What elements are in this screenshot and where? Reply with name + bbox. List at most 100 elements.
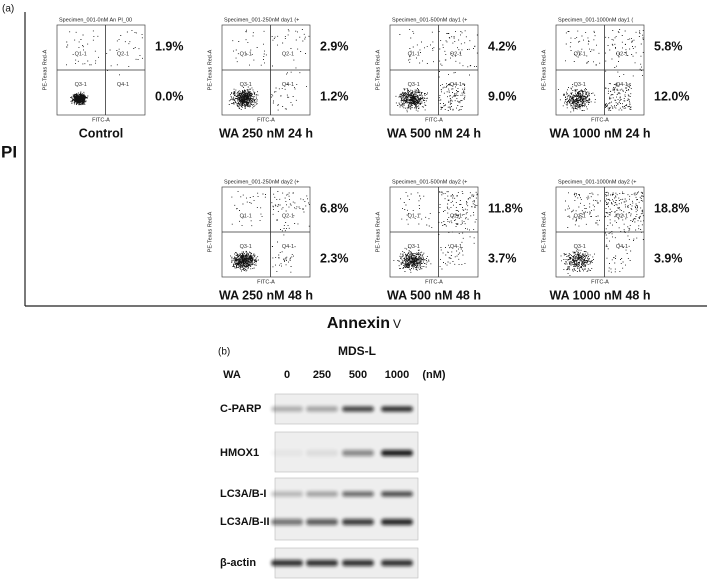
quadrant-label: Q1-1 — [240, 213, 252, 219]
figure-content: Q1-1 Q2-1 Q3-1 Q4-1 Specimen_001-0nM An PI_0… — [42, 17, 689, 579]
caption: WA 500 nM 24 h — [387, 126, 481, 140]
quadrant-label: Q2-1 — [616, 51, 628, 57]
dot-cloud — [393, 191, 478, 273]
quadrant-label: Q4-1 — [450, 82, 462, 88]
panel-label: (a) — [2, 4, 14, 15]
dot-cloud — [66, 29, 143, 106]
quadrant-label: Q2-1 — [616, 213, 628, 219]
panel-label: (b) — [218, 347, 230, 358]
plot-title: Specimen_001-500nM day2 (+ — [392, 179, 467, 185]
lower-percent: 2.3% — [320, 251, 349, 265]
blot-band — [381, 560, 413, 566]
plot-title: Specimen_001-1000nM day2 (+ — [558, 179, 636, 185]
blot-band — [306, 450, 338, 456]
row-label: HMOX1 — [220, 447, 259, 459]
upper-percent: 1.9% — [155, 39, 184, 53]
plot-title: Specimen_001-250nM day1 (+ — [224, 17, 299, 23]
flow-plot: Q1-1 Q2-1 Q3-1 Q4-1 Specimen_001-500nM day1 … — [375, 17, 516, 140]
flow-plot: Q1-1 Q2-1 Q3-1 Q4-1 Specimen_001-0nM An PI_0… — [42, 17, 183, 140]
blot-band — [306, 491, 338, 497]
x-label: FITC-A — [92, 117, 110, 123]
blot-band — [381, 491, 413, 497]
plot-title: Specimen_001-1000nM day1 ( — [558, 17, 633, 23]
blot-band — [381, 406, 413, 412]
cell-line: MDS-L — [338, 344, 376, 358]
blot-band — [271, 519, 303, 525]
quadrant-label: Q1-1 — [75, 51, 87, 57]
flow-plot: Q1-1 Q2-1 Q3-1 Q4-1 Specimen_001-1000nM day2… — [541, 179, 689, 302]
y-label: PE-Texas Red-A — [42, 49, 48, 90]
flow-plot: Q1-1 Q2-1 Q3-1 Q4-1 Specimen_001-250nM day2 … — [207, 179, 348, 302]
quadrant-label: Q3-1 — [75, 82, 87, 88]
quadrant-label: Q4-1 — [450, 244, 462, 250]
caption: WA 250 nM 24 h — [219, 126, 313, 140]
blot-band — [306, 406, 338, 412]
blot-band — [271, 450, 303, 456]
row-label: LC3A/B-I — [220, 488, 266, 500]
quadrant-label: Q4-1 — [616, 82, 628, 88]
dose-label: 500 — [349, 369, 367, 381]
x-axis-title: Annexin — [327, 315, 390, 332]
unit-label: (nM) — [422, 369, 446, 381]
blot-band — [306, 519, 338, 525]
blot-band — [381, 450, 413, 456]
x-axis-title-suffix: V — [393, 317, 401, 331]
upper-percent: 18.8% — [654, 201, 689, 215]
blot-band — [342, 491, 374, 497]
plot-title: Specimen_001-250nM day2 (+ — [224, 179, 299, 185]
y-label: PE-Texas Red-A — [207, 211, 213, 252]
row-label: C-PARP — [220, 403, 261, 415]
dose-label: 250 — [313, 369, 331, 381]
caption: WA 500 nM 48 h — [387, 288, 481, 302]
quadrant-label: Q3-1 — [408, 244, 420, 250]
lower-percent: 12.0% — [654, 89, 689, 103]
blot-membrane — [274, 477, 419, 541]
x-label: FITC-A — [425, 117, 443, 123]
quadrant-label: Q4-1 — [282, 244, 294, 250]
quadrant-label: Q3-1 — [240, 82, 252, 88]
flow-plot: Q1-1 Q2-1 Q3-1 Q4-1 Specimen_001-250nM day1 … — [207, 17, 348, 140]
upper-percent: 4.2% — [488, 39, 517, 53]
quadrant-label: Q1-1 — [574, 51, 586, 57]
blot-band — [381, 519, 413, 525]
quadrant-label: Q3-1 — [574, 82, 586, 88]
dot-cloud — [230, 191, 310, 273]
blot-band — [271, 406, 303, 412]
caption: WA 1000 nM 24 h — [550, 126, 651, 140]
upper-percent: 11.8% — [488, 201, 523, 215]
lower-percent: 9.0% — [488, 89, 517, 103]
flow-plot: Q1-1 Q2-1 Q3-1 Q4-1 Specimen_001-500nM day2 … — [375, 179, 522, 302]
blot-band — [271, 491, 303, 497]
x-label: FITC-A — [591, 117, 609, 123]
lower-percent: 3.9% — [654, 251, 683, 265]
blot-band — [342, 560, 374, 566]
x-label: FITC-A — [591, 279, 609, 285]
blot-band — [271, 560, 303, 566]
blot-band — [306, 560, 338, 566]
y-label: PE-Texas Red-A — [541, 49, 547, 90]
caption: Control — [79, 126, 123, 140]
quadrant-label: Q1-1 — [408, 51, 420, 57]
quadrant-label: Q2-1 — [282, 51, 294, 57]
quadrant-label: Q4-1 — [282, 82, 294, 88]
quadrant-label: Q2-1 — [450, 51, 462, 57]
row-label: β-actin — [220, 557, 256, 569]
blot-band — [342, 450, 374, 456]
quadrant-label: Q1-1 — [574, 213, 586, 219]
blot-band — [342, 406, 374, 412]
quadrant-label: Q2-1 — [450, 213, 462, 219]
dot-cloud — [558, 29, 644, 113]
quadrant-label: Q4-1 — [117, 82, 129, 88]
quadrant-label: Q1-1 — [240, 51, 252, 57]
upper-percent: 2.9% — [320, 39, 349, 53]
y-label: PE-Texas Red-A — [207, 49, 213, 90]
x-label: FITC-A — [257, 117, 275, 123]
upper-percent: 6.8% — [320, 201, 349, 215]
quadrant-label: Q3-1 — [408, 82, 420, 88]
plot-title: Specimen_001-500nM day1 (+ — [392, 17, 467, 23]
dot-cloud — [395, 29, 478, 113]
caption: WA 250 nM 48 h — [219, 288, 313, 302]
x-label: FITC-A — [257, 279, 275, 285]
blot-band — [342, 519, 374, 525]
